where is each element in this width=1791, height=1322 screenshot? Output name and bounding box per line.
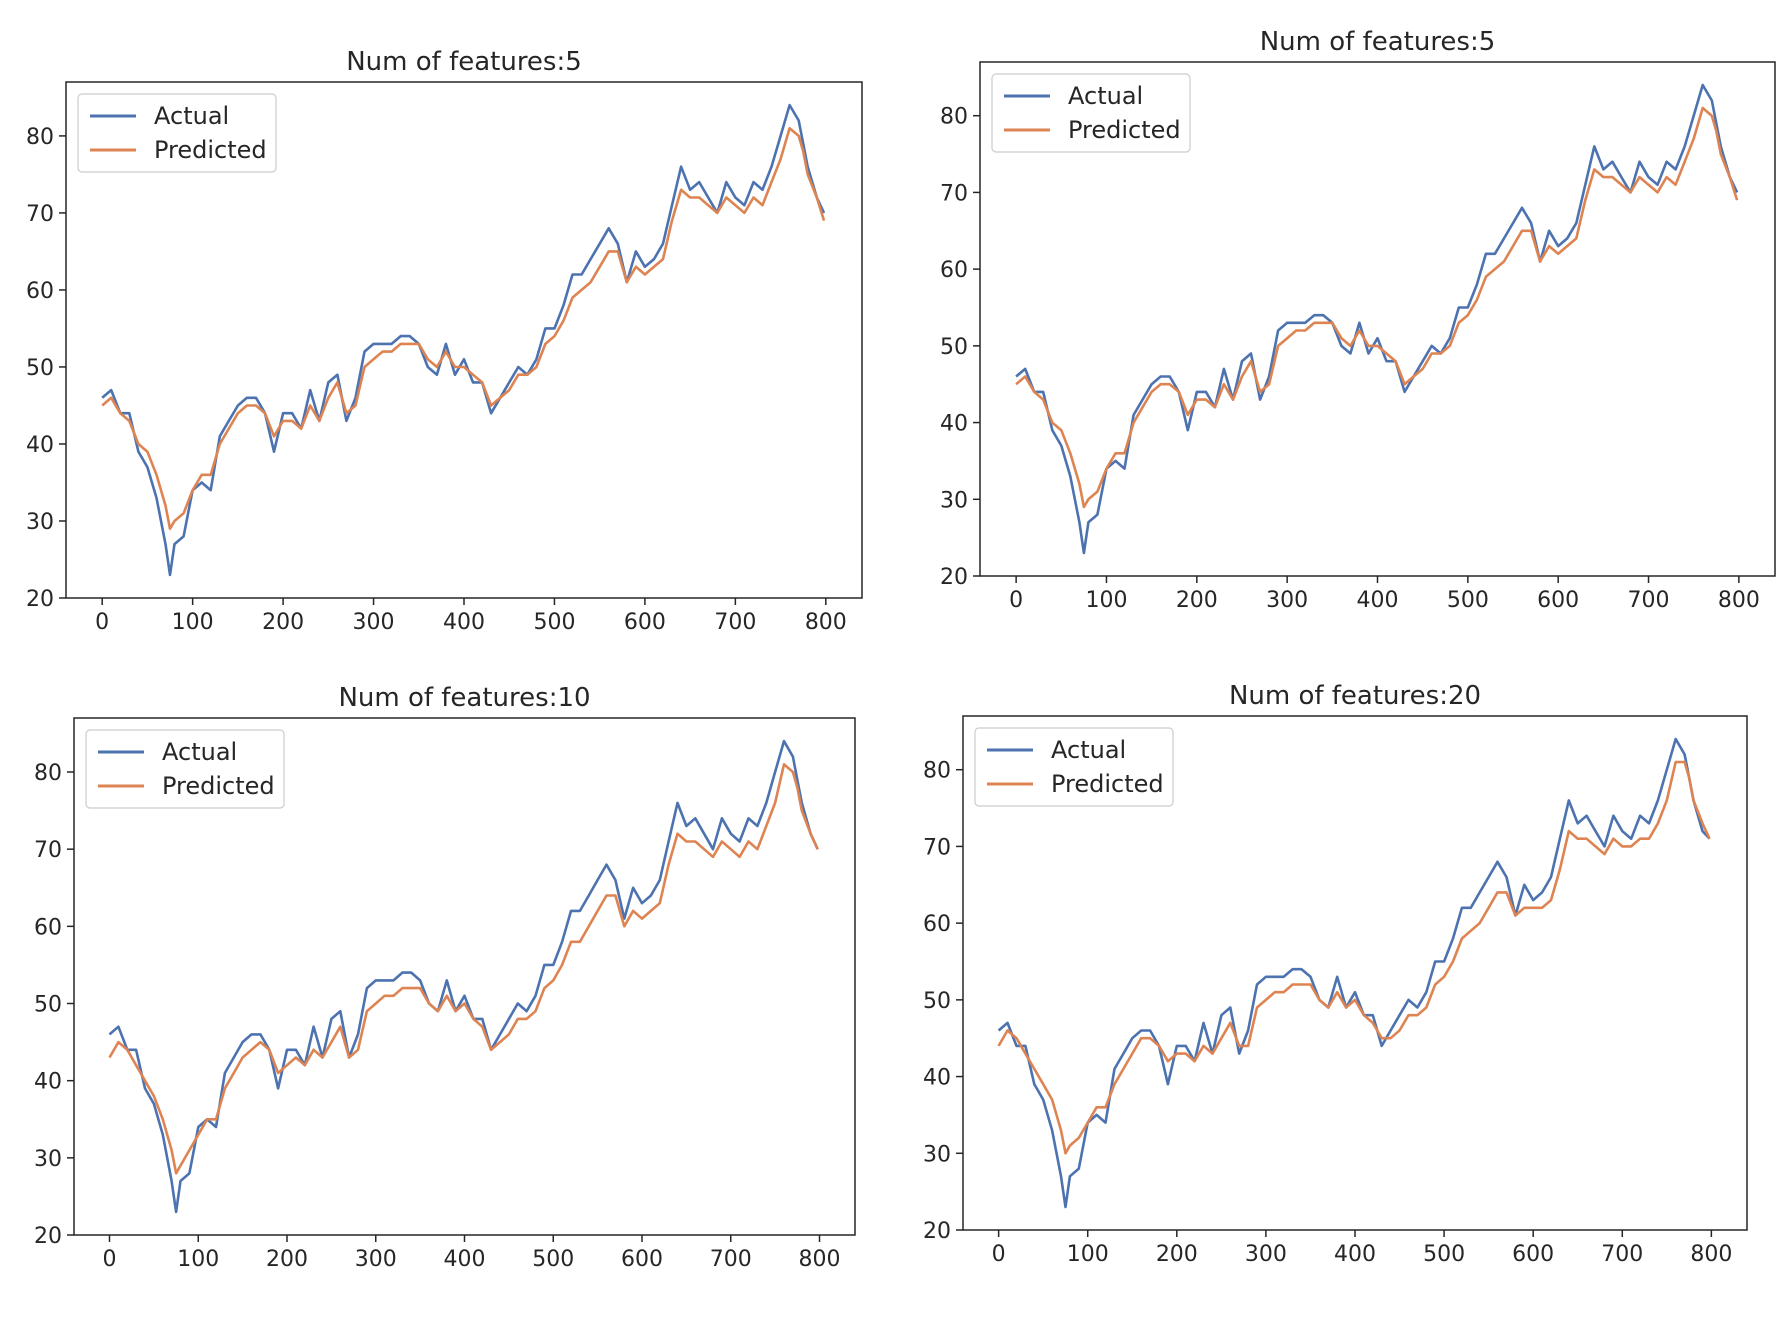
chart-title: Num of features:20 <box>1229 681 1481 711</box>
x-tick-label: 400 <box>443 610 485 635</box>
x-tick-label: 300 <box>1266 588 1308 613</box>
y-tick-label: 80 <box>34 761 62 786</box>
legend-label-actual: Actual <box>162 738 237 766</box>
legend-label-actual: Actual <box>1051 736 1126 764</box>
x-tick-label: 100 <box>177 1247 219 1272</box>
y-tick-label: 70 <box>34 838 62 863</box>
legend-label-predicted: Predicted <box>154 136 267 164</box>
chart-title: Num of features:5 <box>1260 27 1496 57</box>
y-tick-label: 30 <box>34 1147 62 1172</box>
legend-label-predicted: Predicted <box>1068 116 1181 144</box>
y-tick-label: 70 <box>923 835 951 860</box>
y-tick-label: 40 <box>923 1066 951 1091</box>
y-tick-label: 50 <box>940 335 968 360</box>
y-tick-label: 30 <box>923 1142 951 1167</box>
x-tick-label: 200 <box>1156 1242 1198 1267</box>
x-tick-label: 400 <box>444 1247 486 1272</box>
y-tick-label: 80 <box>940 105 968 130</box>
x-tick-label: 700 <box>1601 1242 1643 1267</box>
x-tick-label: 100 <box>1067 1242 1109 1267</box>
legend-box <box>85 729 285 809</box>
chart-4: 0 100 200 300 400 500 600 700 800 20 30 40 50 60 70 80 N… <box>923 681 1748 1267</box>
chart-title: Num of features:10 <box>338 683 590 713</box>
x-tick-label: 0 <box>992 1242 1006 1267</box>
y-tick-label: 20 <box>923 1219 951 1244</box>
x-tick-label: 300 <box>353 610 395 635</box>
y-tick-label: 30 <box>26 510 54 535</box>
x-tick-label: 100 <box>1085 588 1127 613</box>
x-tick-label: 0 <box>103 1247 117 1272</box>
y-tick-label: 20 <box>940 565 968 590</box>
y-tick-label: 50 <box>923 989 951 1014</box>
y-tick-label: 20 <box>26 587 54 612</box>
x-tick-label: 300 <box>355 1247 397 1272</box>
x-tick-label: 500 <box>1423 1242 1465 1267</box>
chart-2: 0 100 200 300 400 500 600 700 800 20 30 40 50 60 70 80 N… <box>940 27 1776 613</box>
x-tick-label: 700 <box>714 610 756 635</box>
y-tick-label: 30 <box>940 488 968 513</box>
series-line-actual <box>108 739 819 1214</box>
x-tick-label: 100 <box>172 610 214 635</box>
y-tick-label: 40 <box>34 1070 62 1095</box>
x-tick-label: 800 <box>799 1247 841 1272</box>
legend-box <box>974 727 1174 807</box>
x-tick-label: 0 <box>95 610 109 635</box>
legend-box <box>991 73 1191 153</box>
series-line-actual <box>101 103 826 577</box>
x-tick-label: 500 <box>532 1247 574 1272</box>
y-tick-label: 40 <box>940 412 968 437</box>
legend-label-predicted: Predicted <box>1051 770 1164 798</box>
y-tick-label: 50 <box>34 993 62 1018</box>
x-tick-label: 800 <box>805 610 847 635</box>
x-tick-label: 800 <box>1690 1242 1732 1267</box>
y-tick-label: 80 <box>923 759 951 784</box>
x-tick-label: 300 <box>1245 1242 1287 1267</box>
x-tick-label: 400 <box>1357 588 1399 613</box>
y-tick-label: 60 <box>26 279 54 304</box>
legend-label-actual: Actual <box>154 102 229 130</box>
y-tick-label: 20 <box>34 1224 62 1249</box>
series-line-actual <box>997 737 1711 1209</box>
y-tick-label: 40 <box>26 433 54 458</box>
legend-label-predicted: Predicted <box>162 772 275 800</box>
y-tick-label: 60 <box>940 258 968 283</box>
x-tick-label: 700 <box>1628 588 1670 613</box>
x-tick-label: 600 <box>1512 1242 1554 1267</box>
series-line-predicted <box>108 763 819 1175</box>
x-tick-label: 500 <box>533 610 575 635</box>
y-tick-label: 70 <box>26 202 54 227</box>
chart-1: 0 100 200 300 400 500 600 700 800 20 30 40 50 60 70 80 N… <box>26 47 863 635</box>
x-tick-label: 500 <box>1447 588 1489 613</box>
chart-3: 0 100 200 300 400 500 600 700 800 20 30 40 50 60 70 80 N… <box>34 683 856 1272</box>
y-tick-label: 70 <box>940 181 968 206</box>
legend-box <box>77 93 277 173</box>
x-tick-label: 400 <box>1334 1242 1376 1267</box>
x-tick-label: 800 <box>1718 588 1760 613</box>
x-tick-label: 200 <box>266 1247 308 1272</box>
series-line-predicted <box>1015 106 1739 509</box>
x-tick-label: 200 <box>262 610 304 635</box>
chart-title: Num of features:5 <box>346 47 582 77</box>
y-tick-label: 80 <box>26 125 54 150</box>
x-tick-label: 200 <box>1176 588 1218 613</box>
legend-label-actual: Actual <box>1068 82 1143 110</box>
series-line-predicted <box>101 126 826 530</box>
x-tick-label: 600 <box>621 1247 663 1272</box>
y-tick-label: 60 <box>34 915 62 940</box>
x-tick-label: 700 <box>710 1247 752 1272</box>
series-line-predicted <box>997 760 1711 1155</box>
x-tick-label: 600 <box>624 610 666 635</box>
y-tick-label: 60 <box>923 912 951 937</box>
series-line-actual <box>1015 83 1739 555</box>
x-tick-label: 0 <box>1009 588 1023 613</box>
y-tick-label: 50 <box>26 356 54 381</box>
x-tick-label: 600 <box>1537 588 1579 613</box>
